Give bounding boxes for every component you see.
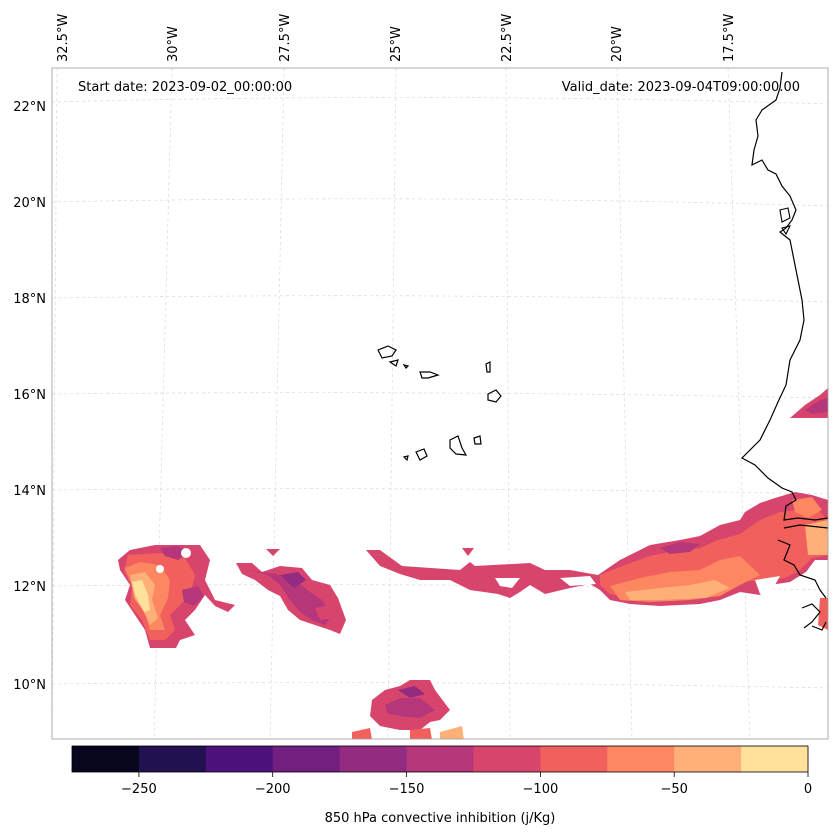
colorbar-swatch [205,746,274,772]
meridian-line [616,68,633,739]
lat-label: 10°N [13,678,46,693]
cin-area [440,726,464,739]
coastline-africa [741,71,828,631]
cin-gap [560,576,596,586]
cin-area [462,548,474,556]
lon-label: 25°W [389,26,404,62]
cin-gap [400,550,462,566]
cin-area [805,398,828,414]
meridian-line [387,68,397,739]
gridlines [52,68,828,739]
island-boa-vista [487,389,502,403]
colorbar-tick-label: −200 [255,782,291,797]
parallel-line [52,488,828,495]
lat-label: 18°N [13,292,46,307]
cin-area [660,542,700,554]
cin-gap [755,576,780,594]
parallel-line [52,295,828,303]
colorbar-swatch [138,746,207,772]
cin-gap [156,565,164,573]
cin-area [352,728,372,739]
coastline-islet [779,207,792,236]
meridian-line [269,68,285,739]
cin-area [132,580,150,612]
lon-label: 27.5°W [278,14,293,62]
parallel-line [52,97,828,105]
cin-region-central [236,549,346,634]
valid-date-label: Valid_date: 2023-09-04T09:00:00.00 [562,80,800,95]
colorbar-tick-label: −150 [389,782,425,797]
cin-area [182,586,204,606]
parallel-line [52,198,828,207]
lat-label: 16°N [13,388,46,403]
cin-region-east [366,492,828,630]
cin-area [266,549,280,556]
colorbar-swatch [674,746,742,772]
start-date-label: Start date: 2023-09-02_00:00:00 [78,80,292,95]
cape-verde-islands [377,345,502,462]
cin-area [805,520,828,555]
island-sal [485,361,491,373]
colorbar-swatch [540,746,608,772]
cin-area [792,497,822,518]
island-brava [402,455,409,462]
cin-area [625,580,730,600]
colorbar-tick-label: −100 [523,782,559,797]
meridian-line [727,68,751,739]
lon-label: 22.5°W [500,14,515,62]
parallel-line [52,392,828,399]
cin-region-coast [790,388,828,418]
cin-area [398,686,425,698]
meridian-line [52,68,58,739]
cin-area [280,572,306,588]
colorbar-tick-label: −50 [660,782,687,797]
cin-region-south [352,680,464,739]
colorbar-frame [71,745,809,773]
colorbar-tick-label: 0 [804,782,812,797]
lat-label: 14°N [13,484,46,499]
colorbar-swatch [406,746,474,772]
parallel-line [52,682,828,689]
cin-region-west [118,545,235,648]
lat-label: 20°N [13,196,46,211]
lon-label: 30°W [166,26,181,62]
colorbar-title: 850 hPa convective inhibition (j/Kg) [325,811,556,826]
colorbar-swatch [272,746,341,772]
meridian-line [505,68,511,739]
cin-area [410,728,432,739]
cin-gap [495,578,520,588]
island-santiago [449,435,468,456]
cin-area [385,698,435,718]
colorbar-swatch [339,746,408,772]
cin-gap [478,550,530,560]
colorbar-swatch [607,746,675,772]
island-santo-antao [377,345,397,359]
cin-area [250,570,332,625]
lon-label: 20°W [610,26,625,62]
map-border [51,67,829,740]
lon-label: 32.5°W [56,14,71,62]
island-sao-vicente [388,359,399,367]
lat-label: 12°N [13,580,46,595]
cin-area [315,605,335,620]
island-sao-nicolau [419,371,440,379]
island-maio [473,435,482,445]
cin-gap [540,550,620,566]
colorbar-tick-label: −250 [121,782,157,797]
colorbar-swatch [72,746,140,772]
lat-label: 22°N [13,100,46,115]
island-fogo [415,448,428,461]
colorbar-swatch [473,746,541,772]
island-santa-luzia [402,364,410,369]
cin-gap [181,548,191,558]
colorbar: −250 −200 −150 −100 −50 0 850 hPa convec… [71,745,812,826]
colorbar-swatch [741,746,809,772]
lon-label: 17.5°W [722,14,737,62]
